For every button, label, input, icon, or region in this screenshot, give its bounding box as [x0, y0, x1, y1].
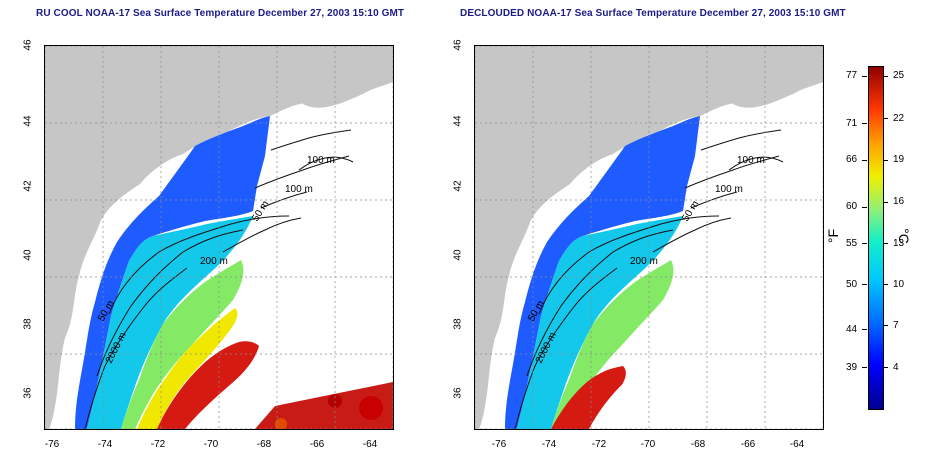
f-tick-77: 77: [846, 70, 858, 81]
f-tickmark-4: [862, 207, 867, 208]
c-tick-19: 19: [893, 154, 905, 165]
left-x-tick-4: -70: [203, 439, 219, 450]
left-depth-label-1: 100 m: [307, 155, 335, 166]
right-depth-label-4: 200 m: [630, 256, 658, 267]
c-tick-10: 10: [893, 279, 905, 290]
c-tick-7: 7: [893, 320, 899, 331]
c-tickmark-2: [883, 118, 888, 119]
f-tick-44: 44: [846, 324, 858, 335]
left-depth-label-4: 200 m: [200, 256, 228, 267]
c-tickmark-1: [883, 76, 888, 77]
right-map-title: DECLOUDED NOAA-17 Sea Surface Temperatur…: [460, 8, 846, 19]
right-x-tick-3: -72: [591, 439, 607, 450]
left-x-tick-2: -74: [97, 439, 113, 450]
right-y-tick-5: 38: [452, 318, 464, 330]
right-y-tick-3: 42: [452, 180, 464, 192]
right-x-tick-2: -74: [541, 439, 557, 450]
left-map-canvas: 100 m 100 m 50 m 200 m 50 m 2000 m: [45, 46, 393, 429]
left-depth-label-2: 100 m: [285, 184, 313, 195]
right-depth-label-2: 100 m: [715, 184, 743, 195]
f-tickmark-8: [862, 367, 867, 368]
f-tickmark-5: [862, 243, 867, 244]
right-x-tick-1: -76: [491, 439, 507, 450]
c-tick-25: 25: [893, 70, 905, 81]
right-cyan-water: [517, 216, 683, 429]
left-yellow-water: [137, 308, 238, 429]
temperature-colorbar: [868, 66, 884, 410]
c-tick-16: 16: [893, 196, 905, 207]
right-warm-water: [551, 366, 626, 429]
right-x-tick-4: -70: [640, 439, 656, 450]
left-sst-map: 100 m 100 m 50 m 200 m 50 m 2000 m: [44, 45, 394, 430]
c-tick-22: 22: [893, 113, 905, 124]
left-x-tick-5: -68: [256, 439, 272, 450]
left-y-tick-6: 36: [22, 387, 34, 399]
c-tickmark-4: [883, 202, 888, 203]
right-y-tick-6: 36: [452, 387, 464, 399]
left-warm-water: [157, 341, 259, 429]
c-tickmark-3: [883, 160, 888, 161]
left-y-tick-2: 44: [22, 115, 34, 127]
left-x-tick-3: -72: [150, 439, 166, 450]
f-tickmark-6: [862, 284, 867, 285]
right-depth-label-1: 100 m: [737, 155, 765, 166]
right-y-tick-4: 40: [452, 249, 464, 261]
right-land-mass: [475, 46, 823, 429]
c-tickmark-8: [883, 367, 888, 368]
f-tickmark-2: [862, 123, 867, 124]
left-y-tick-1: 46: [22, 39, 34, 51]
f-tickmark-1: [862, 76, 867, 77]
right-green-water: [551, 260, 674, 429]
left-y-tick-5: 38: [22, 318, 34, 330]
left-x-tick-7: -64: [362, 439, 378, 450]
right-map-canvas: 100 m 100 m 50 m 200 m 50 m 2000 m: [475, 46, 823, 429]
c-tickmark-5: [883, 243, 888, 244]
fahrenheit-unit: °F: [825, 228, 842, 244]
left-cold-water: [75, 116, 270, 429]
right-y-tick-1: 46: [452, 39, 464, 51]
f-tick-66: 66: [846, 154, 858, 165]
left-cyan-water: [87, 216, 253, 429]
left-x-tick-6: -66: [309, 439, 325, 450]
left-green-water: [121, 260, 244, 429]
left-y-tick-4: 40: [22, 249, 34, 261]
f-tick-71: 71: [846, 118, 858, 129]
left-warm-water-scatter: [255, 382, 393, 429]
c-tick-13: 13: [893, 238, 905, 249]
right-y-tick-2: 44: [452, 115, 464, 127]
left-y-tick-3: 42: [22, 180, 34, 192]
left-map-title: RU COOL NOAA-17 Sea Surface Temperature …: [36, 8, 405, 19]
c-tickmark-6: [883, 284, 888, 285]
c-tickmark-7: [883, 325, 888, 326]
f-tick-60: 60: [846, 201, 858, 212]
right-x-tick-7: -64: [789, 439, 805, 450]
f-tick-50: 50: [846, 279, 858, 290]
right-cold-water: [505, 116, 700, 429]
f-tickmark-7: [862, 329, 867, 330]
left-land-mass: [45, 46, 393, 429]
left-x-tick-1: -76: [44, 439, 60, 450]
f-tick-39: 39: [846, 362, 858, 373]
right-x-tick-6: -66: [740, 439, 756, 450]
right-x-tick-5: -68: [690, 439, 706, 450]
right-sst-map: 100 m 100 m 50 m 200 m 50 m 2000 m: [474, 45, 824, 430]
f-tick-55: 55: [846, 238, 858, 249]
f-tickmark-3: [862, 160, 867, 161]
c-tick-4: 4: [893, 362, 899, 373]
